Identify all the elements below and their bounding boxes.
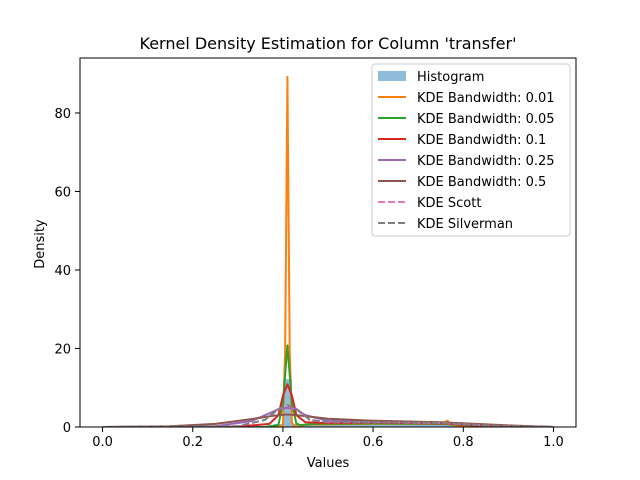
x-tick-label-5: 1.0 bbox=[543, 435, 564, 450]
y-tick-label-4: 80 bbox=[54, 107, 71, 122]
legend-swatch-0 bbox=[378, 71, 406, 81]
legend-label-4: KDE Bandwidth: 0.25 bbox=[417, 154, 555, 169]
legend-label-7: KDE Silverman bbox=[417, 217, 513, 232]
x-tick-label-0: 0.0 bbox=[92, 435, 113, 450]
kde-line-4 bbox=[102, 413, 554, 427]
histogram-bar-3 bbox=[300, 424, 374, 427]
y-tick-label-2: 40 bbox=[54, 264, 71, 279]
legend-label-0: Histogram bbox=[417, 70, 484, 85]
histogram-bar-1 bbox=[282, 379, 292, 427]
legend-label-1: KDE Bandwidth: 0.01 bbox=[417, 91, 555, 106]
y-tick-label-1: 20 bbox=[54, 342, 71, 357]
legend-label-6: KDE Scott bbox=[417, 196, 481, 211]
legend-label-5: KDE Bandwidth: 0.5 bbox=[417, 175, 546, 190]
legend-box bbox=[371, 63, 571, 237]
x-tick-label-4: 0.8 bbox=[453, 435, 474, 450]
histogram-bar-2 bbox=[291, 423, 301, 427]
legend-label-3: KDE Bandwidth: 0.1 bbox=[417, 133, 546, 148]
plot-area bbox=[102, 75, 554, 427]
x-axis-label: Values bbox=[307, 456, 350, 471]
axes-frame bbox=[79, 57, 577, 428]
x-tick-label-2: 0.4 bbox=[273, 435, 294, 450]
x-tick-label-1: 0.2 bbox=[182, 435, 203, 450]
legend: Histogram KDE Bandwidth: 0.01 KDE Bandwidt… bbox=[371, 63, 571, 237]
kde-line-5 bbox=[102, 404, 554, 427]
chart-title: Kernel Density Estimation for Column 'tr… bbox=[140, 34, 517, 53]
plot-series bbox=[102, 75, 554, 427]
legend-label-2: KDE Bandwidth: 0.05 bbox=[417, 112, 555, 127]
y-axis-label: Density bbox=[33, 219, 48, 269]
histogram-bar-4 bbox=[373, 423, 455, 427]
x-tick-label-3: 0.6 bbox=[363, 435, 384, 450]
axes: 0.0 0.2 0.4 0.6 0.8 1.0 0 20 40 60 80 bbox=[54, 57, 577, 450]
y-tick-label-0: 0 bbox=[63, 421, 71, 436]
y-tick-label-3: 60 bbox=[54, 185, 71, 200]
